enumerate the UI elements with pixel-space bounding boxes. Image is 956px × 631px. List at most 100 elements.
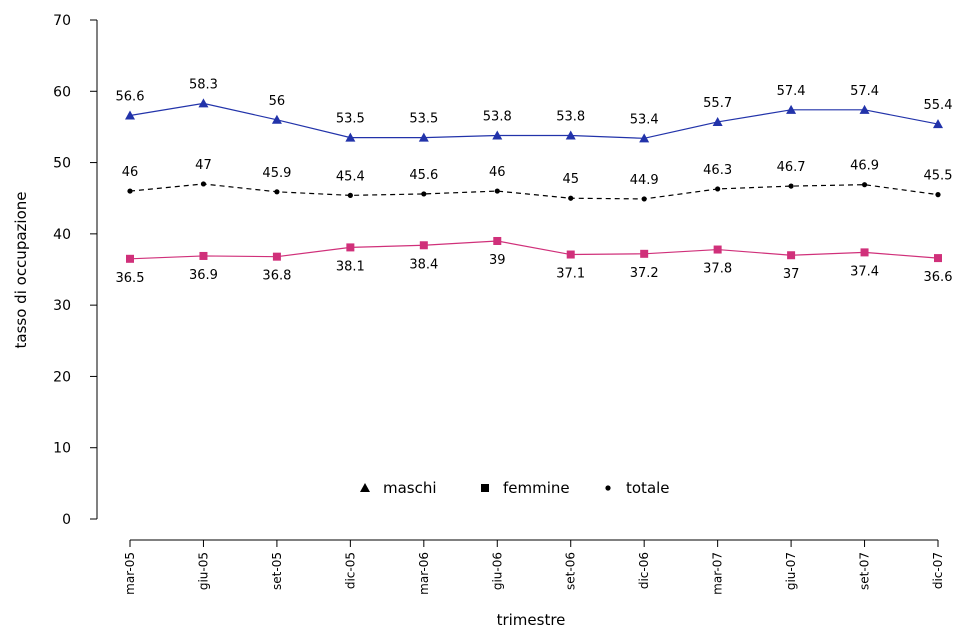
y-axis-title: tasso di occupazione (12, 192, 30, 349)
data-label-totale: 46 (122, 165, 139, 180)
data-label-totale: 45.5 (924, 169, 953, 184)
x-tick-label: set-07 (858, 552, 872, 590)
data-label-maschi: 57.4 (850, 84, 879, 99)
y-tick-label: 20 (53, 369, 71, 385)
data-point-maschi (198, 98, 209, 108)
data-label-maschi: 53.5 (336, 112, 365, 127)
data-point-femmine (713, 245, 722, 254)
data-label-femmine: 36.9 (189, 268, 218, 283)
x-tick-label: dic-07 (931, 552, 945, 589)
data-point-maschi (492, 130, 503, 140)
data-label-femmine: 36.5 (116, 271, 145, 286)
legend-label-femmine: femmine (503, 479, 570, 497)
data-label-totale: 46.7 (777, 160, 806, 175)
data-point-maschi (125, 110, 135, 120)
x-axis-title: trimestre (497, 611, 566, 629)
data-label-femmine: 37.2 (630, 266, 659, 281)
series-line-maschi (129, 102, 939, 139)
data-label-maschi: 57.4 (777, 84, 806, 99)
series-line-totale (129, 183, 939, 200)
data-point-totale (347, 192, 353, 198)
data-point-femmine (419, 241, 428, 250)
data-label-femmine: 37 (783, 267, 800, 282)
data-label-maschi: 53.5 (409, 112, 438, 127)
x-tick-label: mar-05 (123, 552, 137, 595)
data-label-femmine: 37.1 (556, 267, 585, 282)
series-line-femmine (129, 240, 939, 260)
data-point-maschi (271, 114, 282, 124)
y-tick-label: 40 (53, 227, 71, 243)
data-point-totale (274, 189, 280, 195)
legend-marker-maschi (360, 483, 370, 492)
legend-marker-femmine (481, 484, 489, 492)
data-label-totale: 45 (562, 172, 579, 187)
data-point-femmine (860, 248, 869, 257)
x-tick-label: set-05 (270, 552, 284, 590)
data-point-maschi (345, 132, 356, 142)
legend-label-maschi: maschi (383, 479, 437, 497)
x-tick-label: mar-06 (417, 552, 431, 595)
data-point-femmine (126, 254, 134, 263)
legend-label-totale: totale (626, 479, 670, 497)
y-tick-label: 60 (53, 84, 71, 100)
data-point-femmine (272, 252, 281, 261)
data-point-maschi (639, 133, 650, 143)
data-point-maschi (565, 130, 576, 140)
data-point-totale (568, 195, 574, 201)
x-tick-label: dic-05 (343, 552, 357, 589)
data-label-femmine: 36.8 (262, 269, 291, 284)
data-label-maschi: 55.7 (703, 96, 732, 111)
data-label-totale: 46 (489, 165, 506, 180)
data-point-femmine (199, 251, 208, 260)
data-label-maschi: 55.4 (924, 98, 953, 113)
legend: maschi femmine totale (360, 479, 670, 497)
series-maschi: 56.6 58.3 56 53.5 53.5 53.8 53.8 53.4 55.7 57.4 57… (116, 77, 953, 143)
x-tick-label: giu-06 (490, 552, 504, 590)
x-tick-label: mar-07 (711, 552, 725, 595)
data-point-femmine (566, 250, 575, 259)
data-point-totale (494, 188, 500, 194)
data-label-totale: 45.6 (409, 168, 438, 183)
data-label-totale: 46.3 (703, 163, 732, 178)
data-point-femmine (787, 251, 796, 260)
x-tick-label: giu-07 (784, 552, 798, 590)
data-point-maschi (786, 104, 797, 114)
series-layer: 56.6 58.3 56 53.5 53.5 53.8 53.8 53.4 55.7 57.4 57… (116, 77, 953, 285)
data-point-femmine (934, 254, 942, 263)
data-point-maschi (933, 119, 943, 129)
data-point-maschi (712, 116, 723, 126)
data-label-maschi: 56.6 (116, 90, 145, 105)
series-totale: 46 47 45.9 45.4 45.6 46 45 44.9 46.3 46.7 46.9 45.5 (122, 158, 953, 202)
data-label-totale: 45.4 (336, 169, 365, 184)
series-femmine: 36.5 36.9 36.8 38.1 38.4 39 37.1 37.2 37.8 37 37.4… (116, 236, 953, 286)
data-point-totale (861, 182, 868, 188)
data-label-totale: 44.9 (630, 173, 659, 188)
y-tick-label: 0 (62, 512, 71, 528)
data-label-maschi: 58.3 (189, 77, 218, 92)
data-label-totale: 45.9 (262, 166, 291, 181)
y-tick-label: 10 (53, 441, 71, 457)
data-point-femmine (640, 249, 649, 258)
data-point-totale (127, 188, 133, 194)
x-axis: mar-05 giu-05 set-05 dic-05 mar-06 giu-06 set-… (123, 539, 945, 595)
data-label-femmine: 39 (489, 253, 506, 268)
data-point-totale (715, 186, 721, 192)
y-tick-label: 30 (53, 298, 71, 314)
data-label-totale: 47 (195, 158, 212, 173)
x-tick-label: set-06 (564, 552, 578, 590)
data-point-totale (788, 183, 794, 189)
y-axis: 0 10 20 30 40 50 60 70 (53, 13, 98, 528)
data-point-femmine (346, 243, 355, 252)
data-label-femmine: 37.8 (703, 262, 732, 277)
data-point-maschi (418, 132, 429, 142)
data-point-totale (421, 191, 427, 197)
y-tick-label: 70 (53, 13, 71, 29)
data-label-maschi: 53.4 (630, 112, 659, 127)
data-label-maschi: 56 (269, 94, 286, 109)
data-label-maschi: 53.8 (483, 109, 512, 124)
data-label-femmine: 36.6 (924, 270, 953, 285)
x-tick-label: giu-05 (196, 552, 210, 590)
legend-marker-totale (605, 485, 611, 491)
y-tick-label: 50 (53, 156, 71, 172)
